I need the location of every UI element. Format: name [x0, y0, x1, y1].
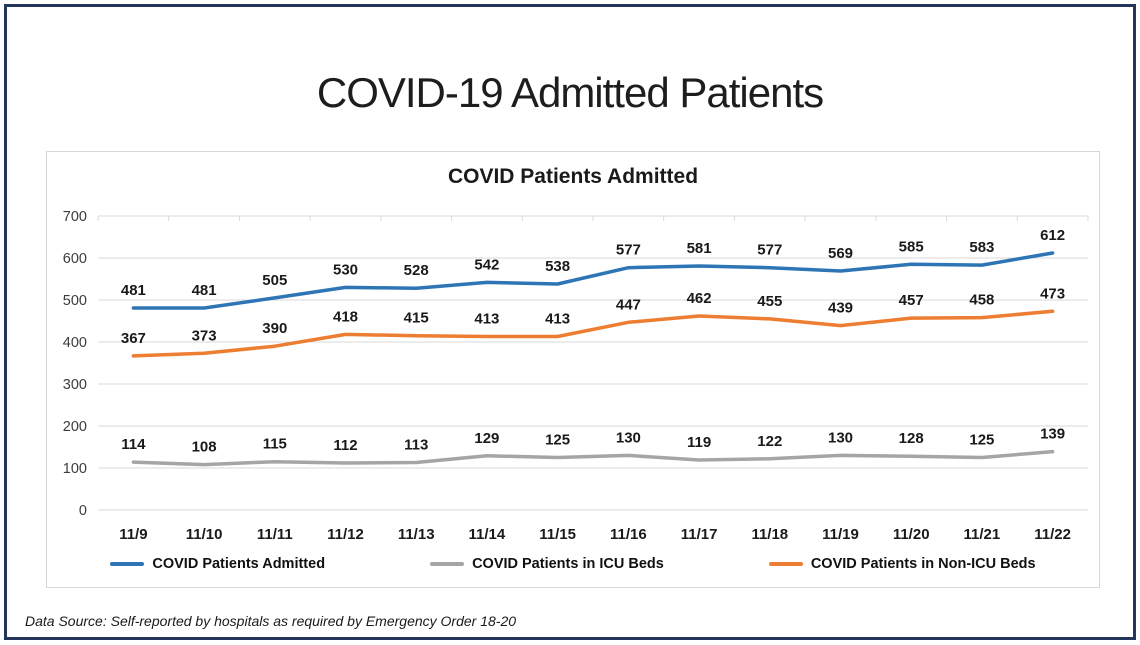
chart-card: COVID Patients Admitted 0 100 200 300 400 500…: [46, 151, 1100, 588]
svg-text:418: 418: [333, 308, 358, 325]
svg-text:114: 114: [121, 436, 146, 453]
svg-text:11/19: 11/19: [822, 526, 859, 543]
svg-text:11/18: 11/18: [751, 526, 788, 543]
svg-text:538: 538: [545, 258, 570, 275]
svg-text:130: 130: [828, 429, 853, 446]
svg-text:11/13: 11/13: [398, 526, 435, 543]
legend-line-icu-icon: [430, 562, 465, 566]
svg-text:569: 569: [828, 245, 853, 262]
svg-text:462: 462: [687, 290, 712, 307]
svg-text:530: 530: [333, 261, 358, 278]
svg-text:505: 505: [262, 272, 287, 289]
chart-legend: COVID Patients Admitted COVID Patients i…: [47, 556, 1099, 572]
svg-text:413: 413: [474, 311, 499, 328]
svg-text:577: 577: [757, 242, 782, 259]
svg-text:457: 457: [899, 292, 924, 309]
svg-text:11/10: 11/10: [186, 526, 223, 543]
svg-text:112: 112: [333, 437, 357, 454]
legend-line-admitted-icon: [110, 562, 145, 566]
svg-text:439: 439: [828, 300, 853, 317]
svg-text:11/17: 11/17: [681, 526, 718, 543]
svg-text:139: 139: [1040, 426, 1065, 443]
svg-text:473: 473: [1040, 285, 1065, 302]
svg-text:612: 612: [1040, 227, 1065, 244]
svg-text:108: 108: [192, 439, 217, 456]
svg-text:129: 129: [474, 430, 499, 447]
line-chart: 0 100 200 300 400 500 600 700 11/9 11/10 11/11 11/1…: [63, 209, 1089, 543]
svg-text:113: 113: [404, 437, 428, 454]
svg-text:130: 130: [616, 429, 641, 446]
svg-text:11/14: 11/14: [469, 526, 506, 543]
page-frame: COVID-19 Admitted Patients COVID Patient…: [4, 4, 1136, 640]
svg-text:455: 455: [757, 293, 782, 310]
legend-item-non-icu: COVID Patients in Non-ICU Beds: [768, 556, 1036, 572]
svg-text:367: 367: [121, 330, 146, 347]
svg-text:128: 128: [899, 430, 924, 447]
svg-text:700: 700: [63, 209, 87, 225]
svg-text:447: 447: [616, 296, 641, 313]
svg-text:528: 528: [404, 262, 429, 279]
legend-item-admitted: COVID Patients Admitted: [110, 556, 325, 572]
page-title: COVID-19 Admitted Patients: [316, 69, 824, 116]
legend-line-non-icu-icon: [768, 562, 803, 566]
svg-text:413: 413: [545, 311, 570, 328]
svg-text:200: 200: [63, 419, 87, 435]
legend-label-icu: COVID Patients in ICU Beds: [472, 556, 664, 572]
svg-text:481: 481: [192, 282, 217, 299]
svg-text:585: 585: [899, 238, 924, 255]
legend-item-icu: COVID Patients in ICU Beds: [430, 556, 664, 572]
svg-text:542: 542: [474, 256, 499, 273]
svg-text:581: 581: [687, 240, 712, 257]
svg-text:373: 373: [192, 327, 217, 344]
svg-text:583: 583: [969, 239, 994, 256]
svg-text:481: 481: [121, 282, 146, 299]
legend-label-admitted: COVID Patients Admitted: [152, 556, 326, 572]
data-source-note: Data Source: Self-reported by hospitals …: [25, 613, 517, 629]
svg-text:11/20: 11/20: [893, 526, 930, 543]
svg-text:0: 0: [79, 503, 87, 519]
svg-text:300: 300: [63, 377, 87, 393]
svg-text:577: 577: [616, 242, 641, 259]
svg-text:400: 400: [63, 335, 87, 351]
svg-text:458: 458: [969, 292, 994, 309]
svg-text:125: 125: [969, 432, 994, 449]
svg-text:115: 115: [263, 436, 287, 453]
svg-text:122: 122: [757, 433, 782, 450]
svg-text:390: 390: [262, 320, 287, 337]
chart-title: COVID Patients Admitted: [447, 165, 699, 188]
svg-text:125: 125: [545, 432, 570, 449]
svg-text:415: 415: [404, 310, 429, 327]
svg-text:100: 100: [63, 461, 87, 477]
svg-text:11/12: 11/12: [327, 526, 364, 543]
svg-text:11/15: 11/15: [539, 526, 576, 543]
svg-text:500: 500: [63, 293, 87, 309]
svg-text:600: 600: [63, 251, 87, 267]
svg-text:11/11: 11/11: [257, 526, 293, 543]
svg-text:11/16: 11/16: [610, 526, 647, 543]
svg-text:11/21: 11/21: [964, 526, 1001, 543]
svg-text:119: 119: [687, 434, 711, 451]
legend-label-non-icu: COVID Patients in Non-ICU Beds: [810, 556, 1036, 572]
svg-text:11/22: 11/22: [1034, 526, 1071, 543]
svg-text:11/9: 11/9: [119, 526, 147, 543]
